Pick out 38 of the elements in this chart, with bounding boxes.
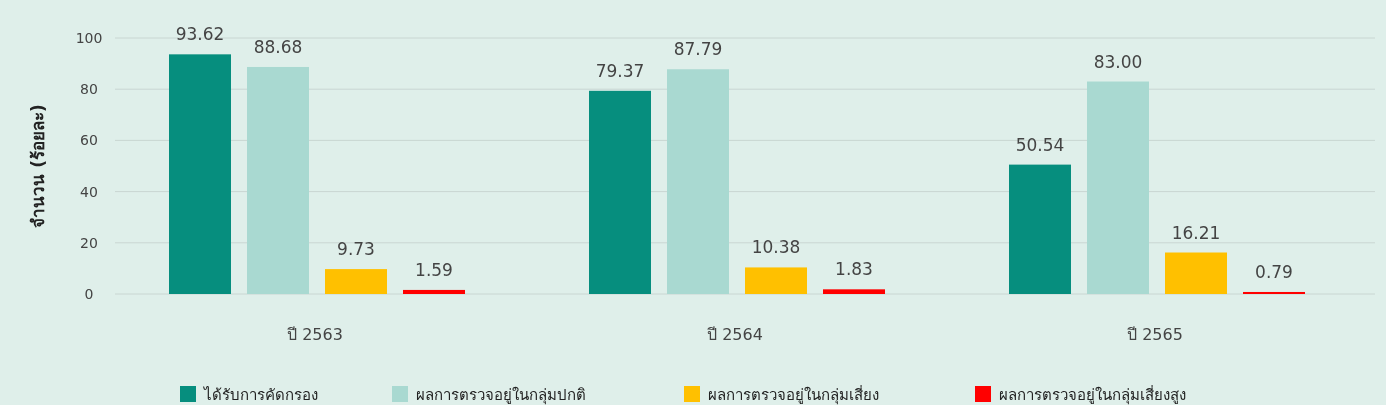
text: 1.59 [415,259,453,280]
text: 1.83 [835,259,873,280]
bar [169,54,231,294]
legend-label: ผลการตรวจอยู่ในกลุ่มปกติ [416,386,586,405]
bar [667,69,729,294]
bar [247,66,309,294]
y-axis-title: จำนวน (ร้อยละ) [28,104,48,228]
legend-label: ผลการตรวจอยู่ในกลุ่มเสี่ยง [708,384,879,405]
y-tick-label: 0 [84,286,94,302]
bar [1087,81,1149,294]
text: 16.21 [1171,222,1221,243]
y-tick-label: 20 [80,234,98,251]
bar [745,267,807,294]
text: 88.68 [253,36,303,57]
legend-label: ได้รับการคัดกรอง [203,386,318,404]
bar [823,289,885,294]
y-tick-label: 100 [75,30,103,46]
bar [1165,252,1227,294]
x-tick-label: ปี 2563 [287,325,343,344]
x-tick-label: ปี 2564 [707,325,763,344]
legend-label: ผลการตรวจอยู่ในกลุ่มเสี่ยงสูง [999,384,1186,405]
text: 87.79 [673,39,723,60]
bar [1009,164,1071,294]
y-tick-label: 40 [80,183,98,200]
text: 9.73 [337,239,375,260]
text: 83.00 [1093,51,1143,72]
y-tick-label: 60 [80,132,98,149]
bar [403,289,465,294]
bar [589,90,651,294]
text: 0.79 [1255,261,1293,282]
text: 10.38 [751,237,801,258]
text: 93.62 [175,24,225,45]
text: 50.54 [1015,134,1065,155]
y-tick-label: 80 [80,81,98,98]
text: 79.37 [595,60,645,81]
x-tick-label: ปี 2565 [1127,325,1183,344]
bar [325,269,387,294]
bar [1243,291,1305,294]
